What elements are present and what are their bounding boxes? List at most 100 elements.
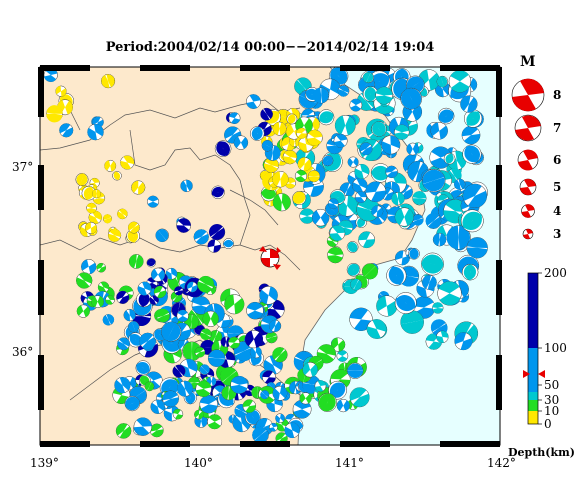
beachball-icon — [460, 209, 484, 233]
beachball-icon — [333, 133, 348, 148]
beachball-icon — [436, 75, 449, 88]
beachball-icon — [123, 308, 136, 322]
beachball-icon — [432, 302, 444, 314]
beachball-icon — [133, 417, 153, 436]
beachball-icon — [117, 208, 128, 220]
depth-unit-label: Depth(km) — [508, 446, 575, 459]
beachball-icon — [176, 309, 189, 323]
beachball-icon — [155, 228, 169, 243]
beachball-icon — [329, 225, 346, 242]
beachball-icon — [81, 186, 97, 201]
beachball-icon — [463, 109, 483, 128]
beachball-icon — [312, 87, 330, 104]
beachball-icon — [282, 149, 298, 165]
beachball-icon — [421, 252, 444, 276]
beachball-icon — [131, 180, 146, 195]
beachball-icon — [149, 423, 164, 438]
beachball-icon — [362, 86, 379, 102]
beachball-icon — [349, 98, 363, 112]
beachball-icon — [207, 414, 223, 430]
beachball-icon — [59, 123, 74, 138]
beachball-icon — [174, 286, 184, 296]
mag-label-8: 8 — [553, 88, 562, 102]
beachball-icon — [124, 395, 140, 412]
beachball-icon — [150, 267, 166, 282]
beachball-icon — [425, 213, 442, 229]
mag-label-7: 7 — [553, 121, 562, 135]
beachball-icon — [162, 390, 179, 408]
beachball-icon — [81, 259, 97, 275]
beachball-icon — [461, 125, 481, 145]
depth-colorbar — [523, 272, 545, 425]
beachball-icon — [127, 321, 140, 333]
beachball-icon — [412, 213, 424, 226]
beachball-icon — [448, 70, 472, 93]
x-tick-140: 140° — [184, 456, 213, 470]
beachball-icon — [346, 362, 364, 379]
beachball-icon — [352, 177, 368, 194]
beachball-icon — [462, 144, 482, 164]
beachball-icon — [202, 310, 219, 327]
beachball-icon — [149, 295, 159, 305]
map-area — [40, 67, 500, 445]
beachball-icon — [347, 156, 359, 168]
beachball-icon — [195, 380, 212, 398]
beachball-icon — [346, 241, 359, 253]
beachball-icon — [406, 142, 420, 156]
beachball-icon — [194, 346, 206, 358]
beachball-icon — [349, 307, 373, 332]
beachball-icon — [180, 179, 193, 193]
mag-label-5: 5 — [553, 180, 562, 194]
beachball-icon — [214, 140, 232, 157]
beachball-icon — [400, 310, 424, 334]
beachball-icon — [228, 112, 241, 125]
beachball-icon — [128, 254, 144, 269]
beachball-icon — [294, 169, 308, 183]
beachball-icon — [454, 332, 473, 351]
mag-label-3: 3 — [553, 227, 562, 241]
beachball-icon — [199, 395, 218, 414]
beachball-icon — [135, 360, 151, 376]
beachball-icon — [334, 115, 356, 136]
x-tick-139: 139° — [30, 456, 59, 470]
x-tick-142: 142° — [487, 456, 516, 470]
beachball-icon — [371, 205, 384, 218]
beachball-icon — [394, 207, 414, 227]
beachball-icon — [211, 185, 225, 200]
beachball-icon — [297, 157, 312, 172]
depth-label-10: 10 — [544, 404, 560, 418]
beachball-icon — [466, 237, 488, 259]
beachball-icon — [156, 308, 170, 323]
beachball-icon — [412, 191, 427, 206]
mag-label-4: 4 — [553, 204, 562, 218]
beachball-icon — [336, 399, 350, 413]
magnitude-legend-title: M — [520, 54, 536, 70]
beachball-icon — [272, 385, 288, 401]
earthquake-mechanisms — [43, 67, 488, 445]
beachball-icon — [454, 178, 466, 190]
beachball-icon — [328, 380, 347, 400]
beachball-icon — [104, 159, 117, 172]
beachball-icon — [354, 163, 370, 179]
beachball-icon — [244, 330, 264, 349]
beachball-icon — [331, 337, 346, 352]
frame-checker — [38, 65, 502, 447]
beachball-icon — [260, 107, 274, 121]
beachball-icon — [224, 294, 245, 315]
beachball-icon — [361, 263, 379, 280]
beachball-icon — [199, 364, 210, 375]
beachball-icon — [120, 155, 135, 170]
beachball-icon — [194, 409, 204, 420]
beachball-icon — [314, 380, 327, 392]
beachball-icon — [260, 390, 270, 400]
beachball-icon — [112, 171, 122, 181]
beachball-icon — [172, 408, 184, 420]
beachball-icon — [336, 350, 349, 362]
beachball-icon — [400, 87, 423, 110]
beachball-icon — [207, 349, 226, 367]
beachball-icon — [46, 105, 63, 123]
beachball-icon — [103, 214, 112, 224]
beachball-icon — [386, 265, 407, 286]
beachball-icon — [408, 247, 420, 260]
